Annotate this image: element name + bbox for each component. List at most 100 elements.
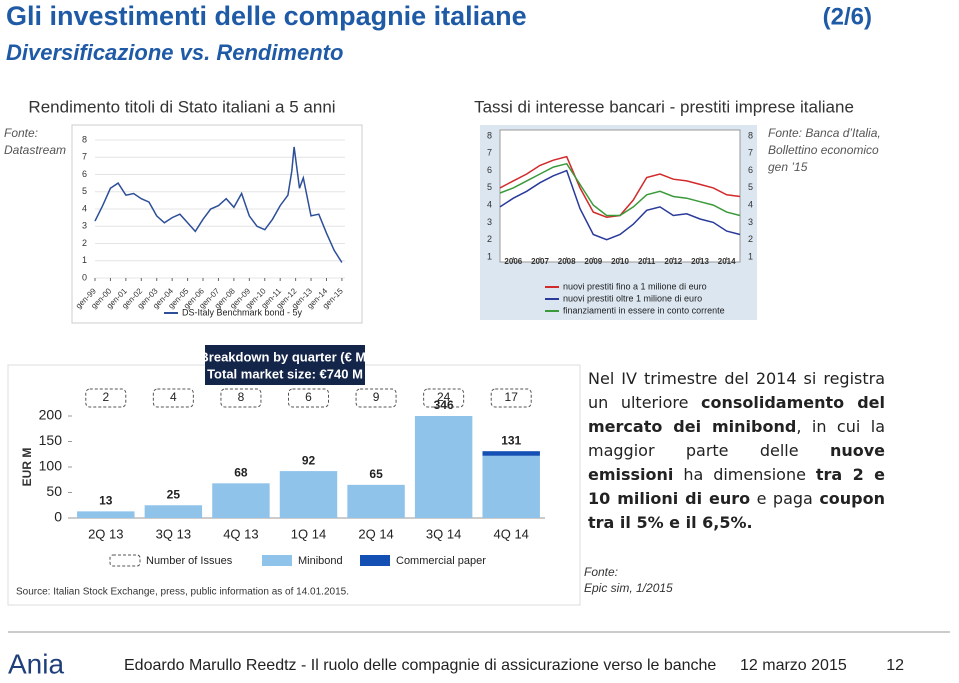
x-tick-label: 2011 [638,257,656,266]
paragraph: Nel IV trimestre del 2014 si registra un… [588,367,885,535]
x-tick-label: 2Q 14 [358,526,393,541]
y2-tick-label: 6 [748,165,753,175]
text-run: coupon tra il 5% e il 6,5%. [588,489,886,532]
line-series [499,162,741,217]
x-tick-label: 2009 [584,257,602,266]
bar [77,511,135,518]
data-label: 346 [434,398,454,412]
legend-label: nuovi prestiti oltre 1 milione di euro [563,293,702,303]
y-tick-label: 5 [487,182,492,192]
bars [77,416,540,518]
issues-count: 6 [305,390,312,404]
legend-label: Commercial paper [396,555,486,567]
page-of: (2/6) [823,3,872,30]
footer-page: 12 [886,657,904,674]
source: gen ’15 [768,160,808,174]
legend-swatch [262,555,292,566]
x-tick-label: 2010 [611,257,629,266]
y-tick-label: 150 [39,432,63,448]
data-label: 131 [501,433,521,447]
y2-tick-label: 1 [748,251,753,261]
issues-box [355,388,397,408]
x-tick-label: 2013 [691,257,709,266]
issues-count: 4 [170,390,177,404]
data-label: 68 [234,465,248,479]
y-tick-label: 3 [487,217,492,227]
y2-tick-label: 3 [748,217,753,227]
y-tick-label: 5 [82,186,87,196]
x-tick-label: 2012 [664,257,682,266]
issues-box [288,388,329,408]
legend-label: Minibond [298,555,343,567]
source: Datastream [4,143,66,157]
source: Epic sim, 1/2015 [584,581,673,595]
data-label: 65 [369,467,383,481]
text-run: , in cui la maggior parte delle [588,417,885,460]
x-tick-label: 2Q 13 [88,526,123,541]
y-tick-label: 4 [82,203,87,213]
y-tick-label: 3 [82,221,87,231]
data-label: 25 [167,487,181,501]
y2-tick-label: 5 [748,182,753,192]
text-run: ha dimensione [673,465,816,484]
right-chart-title: Tassi di interesse bancari - prestiti im… [474,97,854,116]
line-series [94,146,343,263]
source: Bollettino economico [768,143,879,157]
source: Fonte: Banca d’Italia, [768,126,881,140]
issues-count: 8 [238,390,245,404]
y-tick-label: 2 [82,238,87,248]
y2-tick-label: 8 [748,130,753,140]
bar-title-box [205,345,365,385]
title: Gli investimenti delle compagnie italian… [6,1,527,31]
y2-tick-label: 2 [748,234,753,244]
y-tick-label: 2 [487,234,492,244]
x-tick-label: 4Q 14 [494,526,529,541]
y-tick-label: 7 [82,152,87,162]
issues-count: 2 [102,390,109,404]
plot-area [499,129,741,263]
y-axis-label: EUR M [20,448,34,487]
footer-date: 12 marzo 2015 [740,657,847,674]
x-tick-label: 3Q 13 [156,526,191,541]
y-tick-label: 8 [82,134,87,144]
y-tick-label: 200 [39,407,63,423]
y-tick-label: 6 [82,169,87,179]
y-tick-label: 6 [487,165,492,175]
issues-count: 9 [373,390,380,404]
bar [212,483,270,518]
chart-frame [71,124,363,324]
source: Fonte: [4,126,38,140]
legend-label: finanziamenti in essere in conto corrent… [563,305,725,315]
text-run: Nel IV trimestre del 2014 si registra un… [588,369,885,412]
bar [347,484,405,518]
issues-box [85,388,127,408]
issues-box [490,388,532,408]
y2-tick-label: 7 [748,148,753,158]
y2-tick-label: 4 [748,200,753,210]
y-tick-label: 100 [39,458,63,474]
y-tick-label: 4 [487,200,492,210]
x-tick-label: 3Q 14 [426,526,461,541]
legend-label: Number of Issues [146,555,233,567]
issues-box [423,388,465,408]
text-run: e paga [750,489,820,508]
x-tick-label: 2008 [558,257,576,266]
bar [279,471,338,518]
issues-count: 17 [505,390,519,404]
source: Fonte: [584,565,618,579]
bar [414,416,473,518]
logo: Ania [8,648,64,679]
bar [144,505,203,518]
x-tick-label: 4Q 13 [223,526,258,541]
subtitle: Diversificazione vs. Rendimento [6,40,343,65]
y-tick-label: 0 [82,272,87,282]
text-run: tra 2 e 10 milioni di euro [588,465,885,508]
footer-author: Edoardo Marullo Reedtz - Il ruolo delle … [124,657,716,674]
x-tick-label: 2014 [718,257,736,266]
legend-label: DS-Italy Benchmark bond - 5y [182,307,303,317]
legend-label: nuovi prestiti fino a 1 milione di euro [563,281,707,291]
y-tick-label: 50 [46,483,62,499]
x-tick-label: 2006 [504,257,522,266]
y-tick-label: 1 [487,251,492,261]
text-run: nuove emissioni [588,441,885,484]
